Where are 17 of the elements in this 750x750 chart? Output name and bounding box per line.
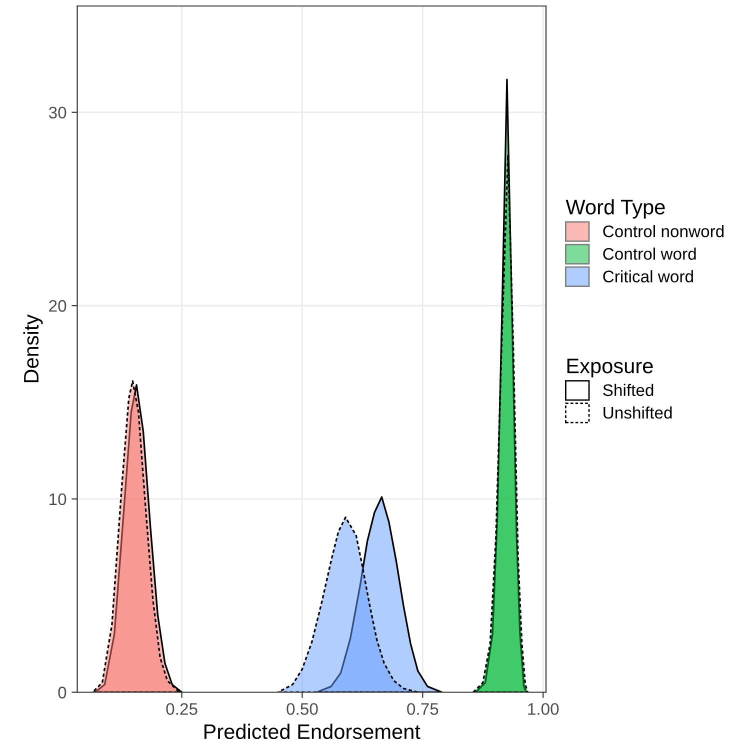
y-tick-label: 0 — [58, 686, 66, 698]
x-axis-title: Predicted Endorsement — [204, 724, 420, 740]
legend-label: Control word — [603, 248, 696, 260]
legend-label: Critical word — [603, 270, 693, 282]
y-tick-label: 30 — [48, 106, 66, 119]
text: Unshifted — [604, 406, 672, 419]
y-tick-label: 20 — [49, 300, 66, 312]
legend-label: Control nonword — [603, 225, 724, 238]
x-tick-label: 0.75 — [407, 703, 438, 715]
text: Exposure — [567, 358, 653, 378]
x-tick-label: 0.25 — [166, 703, 198, 715]
x-tick-label: 1.00 — [528, 703, 559, 715]
x-tick-label: 0.50 — [286, 703, 318, 715]
y-axis-title: Density — [23, 314, 43, 382]
text: Shifted — [603, 384, 654, 396]
legend-title: Word Type — [566, 199, 665, 219]
y-tick-label: 10 — [50, 493, 66, 506]
